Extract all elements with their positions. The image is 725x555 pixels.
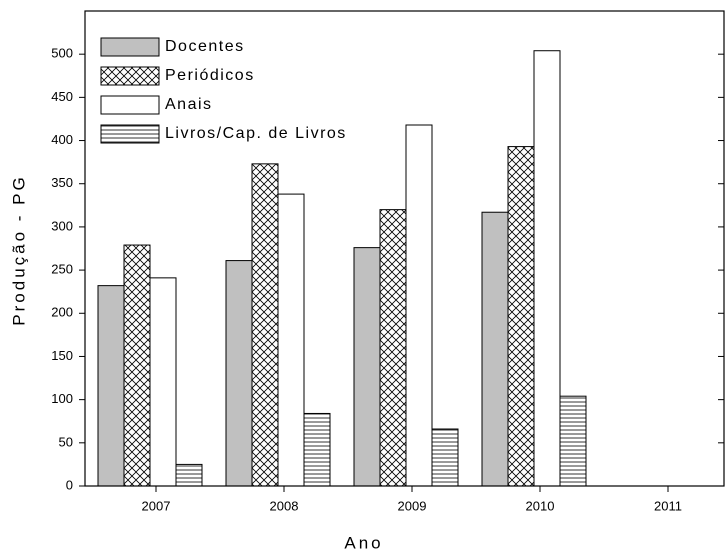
y-tick-label: 300 [51, 218, 73, 233]
legend-text: Docentes [165, 38, 245, 55]
bar [97, 285, 125, 487]
bar [251, 163, 279, 487]
legend-text: Livros/Cap. de Livros [165, 125, 347, 142]
x-tick-label: 2007 [142, 498, 171, 513]
bar [431, 428, 459, 487]
legend-swatch [100, 37, 160, 57]
bar [481, 211, 509, 487]
legend-swatch [100, 66, 160, 86]
x-tick-label: 2009 [398, 498, 427, 513]
y-tick-label: 400 [51, 132, 73, 147]
y-tick-label: 250 [51, 262, 73, 277]
bar [353, 247, 381, 487]
y-tick-label: 0 [66, 477, 73, 492]
bar [533, 50, 561, 487]
legend-text: Periódicos [165, 67, 255, 84]
y-tick-label: 350 [51, 175, 73, 190]
bar [277, 193, 305, 487]
y-tick-label: 150 [51, 348, 73, 363]
y-tick-label: 500 [51, 46, 73, 61]
bar [149, 277, 177, 487]
bar [225, 260, 253, 487]
plot-frame [84, 10, 725, 487]
bar [303, 412, 331, 487]
x-tick-label: 2011 [654, 498, 682, 513]
x-tick-label: 2010 [526, 498, 555, 513]
y-axis-title: Produção - PG [9, 174, 28, 325]
bar [379, 209, 407, 487]
y-tick-label: 100 [51, 391, 73, 406]
legend-swatch [100, 95, 160, 115]
y-tick-label: 200 [51, 305, 73, 320]
x-tick-label: 2008 [270, 498, 299, 513]
y-tick-label: 450 [51, 89, 73, 104]
legend-swatch [100, 124, 160, 144]
legend-text: Anais [165, 96, 213, 113]
bar [559, 395, 587, 487]
y-tick-label: 50 [59, 434, 73, 449]
bar [507, 146, 535, 487]
bar [123, 244, 151, 487]
bar [175, 463, 203, 487]
x-axis-title: Ano [344, 533, 383, 552]
bar [405, 124, 433, 487]
